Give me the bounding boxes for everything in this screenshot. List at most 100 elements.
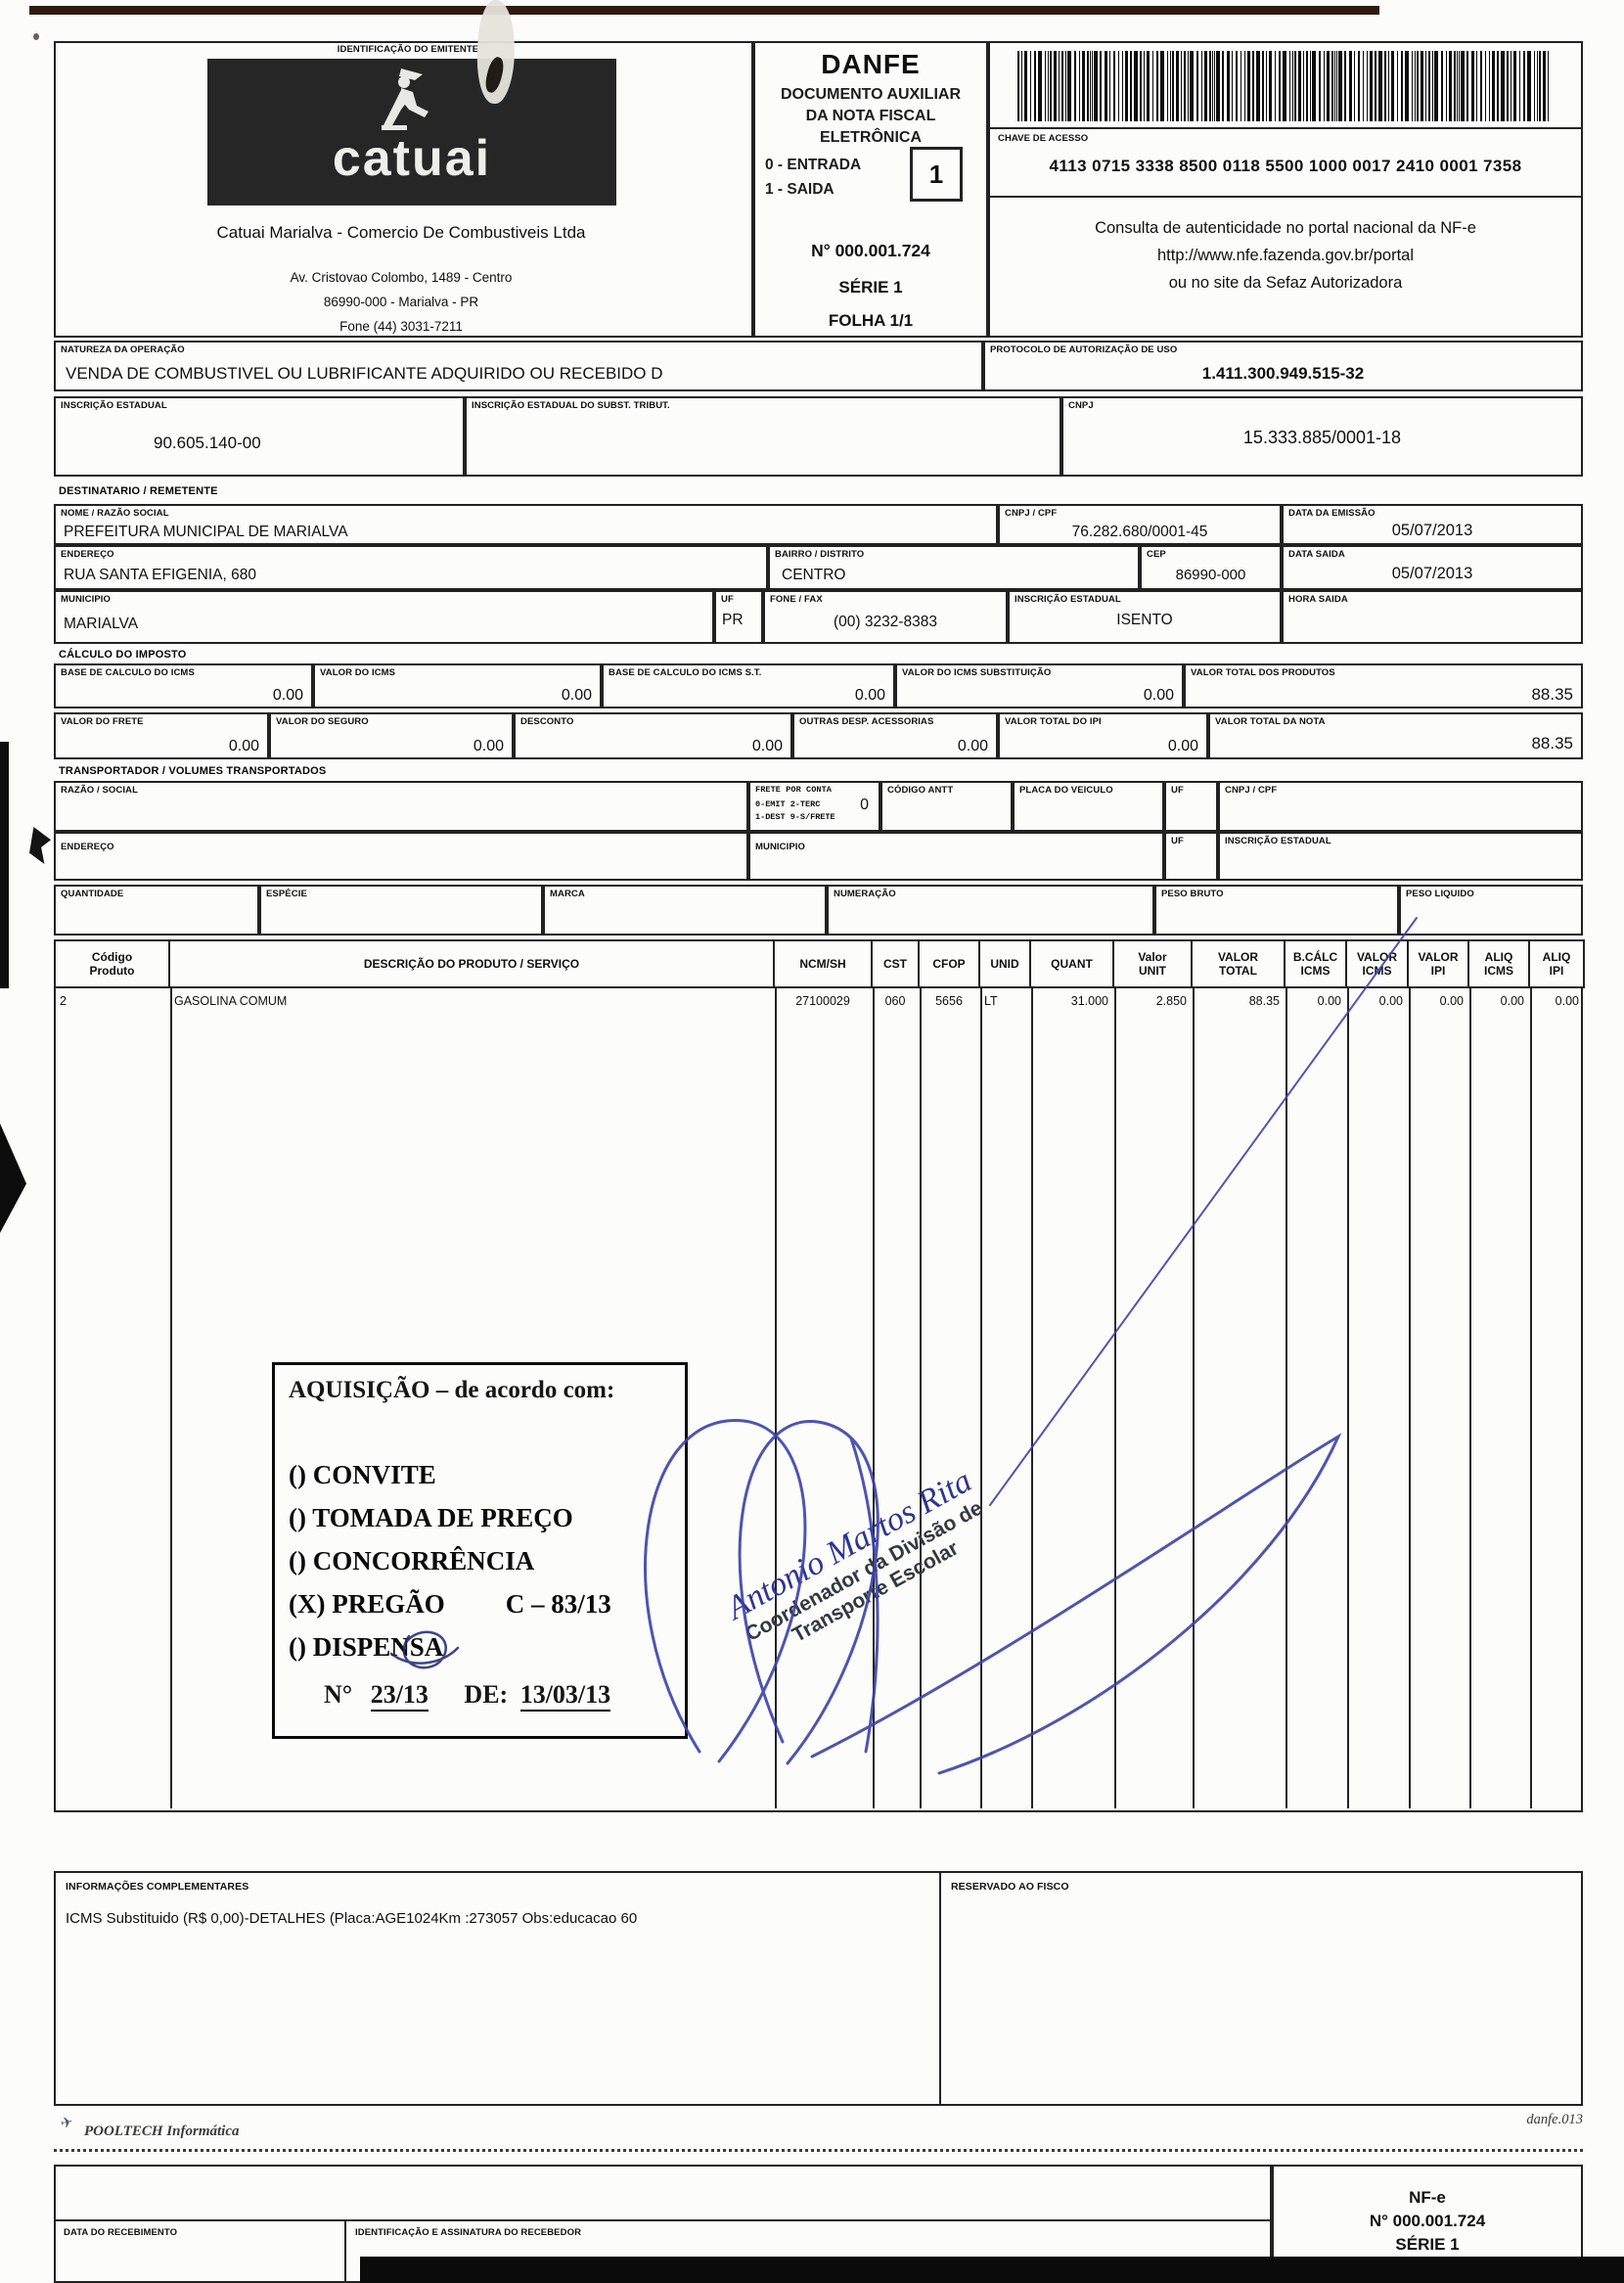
dest-saida-label: DATA SAIDA [1288,549,1345,560]
dest-fone-box: FONE / FAX (00) 3232-8383 [763,590,1008,644]
dest-municipio-box: MUNICIPIO MARIALVA [54,590,714,644]
product-col-header: VALOR IPI [1407,939,1469,988]
dest-municipio-label: MUNICIPIO [61,594,112,605]
stamp-item-concorrencia: () CONCORRÊNCIA [289,1546,535,1575]
t-quantidade-label: QUANTIDADE [61,889,124,899]
natureza-value: VENDA DE COMBUSTIVEL OU LUBRIFICANTE ADQ… [66,364,663,383]
ie-label: INSCRIÇÃO ESTADUAL [61,400,167,411]
desconto-label: DESCONTO [520,716,574,727]
dest-emissao-label: DATA DA EMISSÃO [1288,508,1376,519]
danfe-box: DANFE DOCUMENTO AUXILIAR DA NOTA FISCAL … [753,41,988,338]
v-nota-value: 88.35 [1531,734,1573,753]
stamp-title: AQUISIÇÃO – de acordo com: [289,1377,615,1403]
frete-label: VALOR DO FRETE [61,716,144,727]
outras-box: OUTRAS DESP. ACESSORIAS 0.00 [792,712,998,759]
destinatario-section-label: DESTINATARIO / REMETENTE [59,485,218,497]
desconto-box: DESCONTO 0.00 [514,712,792,759]
table-column-line [920,988,922,1808]
table-cell: 0.00 [1439,994,1464,1008]
doc-ref: danfe.013 [1526,2112,1583,2127]
product-col-header-label: VALOR ICMS [1356,950,1398,978]
logo-text: catuai [332,130,492,187]
dest-cep-value: 86990-000 [1175,567,1246,583]
t-marca-box: MARCA [543,885,827,936]
table-column-line [980,988,982,1808]
perforation-line [54,2149,1583,2152]
product-col-header: VALOR ICMS [1345,939,1409,988]
stamp-item-pregao: (X) PREGÃO C – 83/13 [289,1582,611,1625]
dest-ie-label: INSCRIÇÃO ESTADUAL [1015,594,1121,605]
stamp-number-line: N° 23/13 DE: 13/03/13 [324,1680,611,1712]
t-endereco-box: ENDEREÇO [54,832,748,881]
table-column-line [1347,988,1349,1808]
fisco-label: RESERVADO AO FISCO [951,1881,1069,1893]
t-frete-conta-legend: 0-EMIT 2-TERC 1-DEST 9-S/FRETE [755,799,835,822]
table-cell: 0.00 [1555,994,1579,1008]
scan-dot [33,33,39,40]
t-ie-label: INSCRIÇÃO ESTADUAL [1225,836,1331,846]
dest-bairro-box: BAIRRO / DISTRITO CENTRO [768,545,1140,590]
table-column-line [1409,988,1411,1808]
company-address-1: Av. Cristovao Colombo, 1489 - Centro [290,270,513,285]
t-municipio-label: MUNICIPIO [755,842,806,852]
bc-icms-label: BASE DE CALCULO DO ICMS [61,667,195,678]
product-col-header-label: VALOR IPI [1418,950,1459,978]
product-col-header: CFOP [918,939,980,988]
stamp-pregao-code: C – 83/13 [505,1589,611,1619]
dest-saida-value: 05/07/2013 [1391,565,1473,582]
t-peso-bruto-box: PESO BRUTO [1154,885,1399,936]
canhoto-nfe-line1: NF-e [1409,2188,1446,2207]
company-logo: catuai [207,59,616,205]
t-numeracao-box: NUMERAÇÃO [827,885,1154,936]
access-key-panel: CHAVE DE ACESSO 4113 0715 3338 8500 0118… [988,41,1583,338]
dest-uf-box: UF PR [714,590,763,644]
table-cell: 27100029 [795,994,850,1008]
ipi-value: 0.00 [1167,738,1198,754]
stamp-de-value: 13/03/13 [519,1680,611,1712]
table-column-line [1031,988,1033,1808]
table-row: 2 GASOLINA COMUM 27100029 060 5656 LT 31.000 2.… [56,988,1581,1016]
natureza-label: NATUREZA DA OPERAÇÃO [61,344,185,355]
dest-nome-label: NOME / RAZÃO SOCIAL [61,508,169,519]
dest-municipio-value: MARIALVA [64,616,139,632]
logo-figure-icon [382,68,429,130]
t-peso-liquido-box: PESO LIQUIDO [1399,885,1583,936]
v-nota-box: VALOR TOTAL DA NOTA 88.35 [1208,712,1583,759]
table-column-line [1286,988,1287,1808]
table-cell: 060 [884,994,906,1008]
dest-fone-value: (00) 3232-8383 [834,614,937,630]
protocolo-value: 1.411.300.949.515-32 [1201,364,1365,383]
stamp-pregao-label: (X) PREGÃO [289,1589,445,1619]
stamp-item-tomada: () TOMADA DE PREÇO [289,1503,573,1532]
table-column-line [1193,988,1195,1808]
product-col-header: DESCRIÇÃO DO PRODUTO / SERVIÇO [168,939,775,988]
nf-number: N° 000.001.724 [811,241,930,260]
t-frete-conta-box: FRETE POR CONTA 0-EMIT 2-TERC 1-DEST 9-S… [748,781,880,832]
outras-value: 0.00 [957,738,988,754]
t-especie-box: ESPÉCIE [259,885,543,936]
tipo-value: 1 [928,160,944,189]
dest-endereco-label: ENDEREÇO [61,549,114,560]
product-col-header: B.CÁLC ICMS [1284,939,1347,988]
dest-hora-box: HORA SAIDA [1282,590,1583,644]
dest-uf-label: UF [721,594,734,605]
v-st-label: VALOR DO ICMS SUBSTITUIÇÃO [902,667,1052,678]
stamp-num-label: N° [324,1680,353,1709]
product-col-header-label: CFOP [932,957,966,971]
dest-uf-value: PR [722,612,744,628]
ie-box: INSCRIÇÃO ESTADUAL 90.605.140-00 [54,396,465,477]
t-antt-label: CÓDIGO ANTT [887,785,954,796]
product-col-header-label: CST [883,957,907,971]
barcode [1017,51,1554,121]
product-col-header-label: ALIQ IPI [1542,950,1571,978]
v-prod-label: VALOR TOTAL DOS PRODUTOS [1191,667,1335,678]
t-uf1-label: UF [1171,785,1184,796]
product-col-header: QUANT [1029,939,1114,988]
dest-endereco-box: ENDEREÇO RUA SANTA EFIGENIA, 680 [54,545,768,590]
dest-ie-value: ISENTO [1116,612,1173,628]
dest-cnpj-label: CNPJ / CPF [1005,508,1058,519]
table-cell: 31.000 [1070,994,1108,1008]
v-nota-label: VALOR TOTAL DA NOTA [1215,716,1326,727]
dest-nome-value: PREFEITURA MUNICIPAL DE MARIALVA [64,524,348,540]
